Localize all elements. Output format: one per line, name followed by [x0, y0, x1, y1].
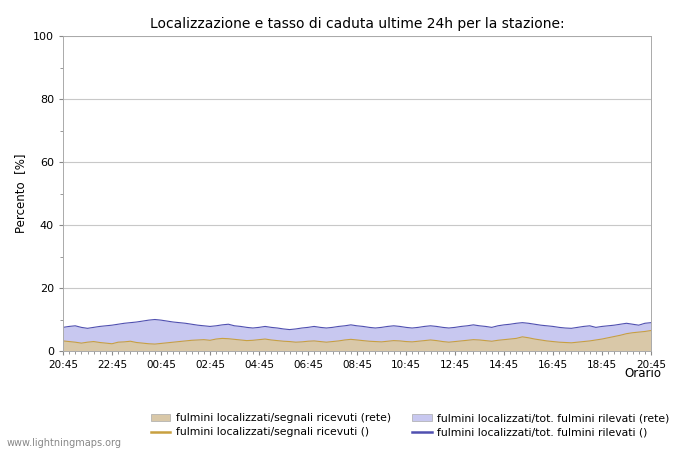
Text: www.lightningmaps.org: www.lightningmaps.org — [7, 437, 122, 447]
Text: Orario: Orario — [624, 367, 661, 380]
Legend: fulmini localizzati/segnali ricevuti (rete), fulmini localizzati/segnali ricevut: fulmini localizzati/segnali ricevuti (re… — [150, 413, 670, 437]
Title: Localizzazione e tasso di caduta ultime 24h per la stazione:: Localizzazione e tasso di caduta ultime … — [150, 17, 564, 31]
Y-axis label: Percento  [%]: Percento [%] — [15, 154, 27, 233]
